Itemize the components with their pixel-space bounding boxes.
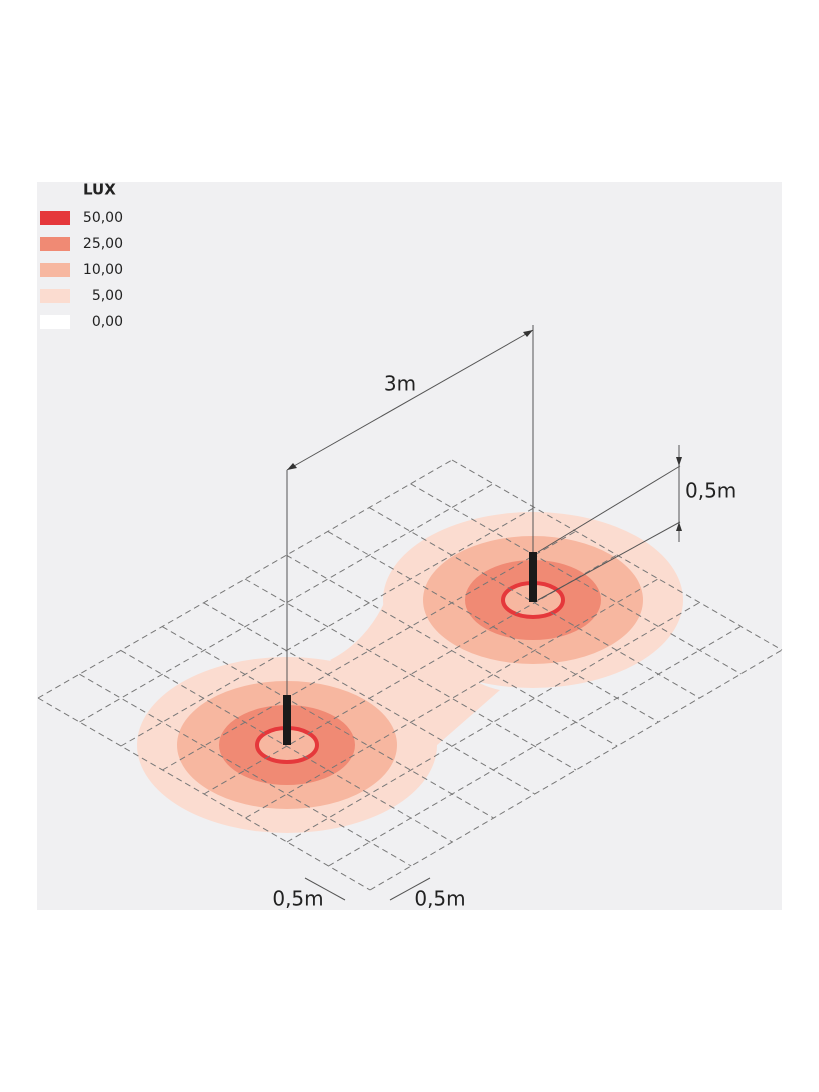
legend-label: 5,00 [92, 288, 123, 304]
grid-line [244, 578, 577, 771]
dimension-line [537, 521, 681, 601]
legend-label: 0,00 [92, 314, 123, 330]
legend-swatch [40, 289, 70, 303]
dimension-line [537, 465, 681, 553]
legend: LUX 50,00 25,00 10,00 5,00 0,00 [40, 181, 123, 330]
dimension-line [286, 329, 534, 471]
legend-label: 10,00 [83, 262, 123, 278]
dimension-label: 3m [384, 372, 416, 396]
panel [37, 182, 782, 910]
legend-swatch [40, 237, 70, 251]
grid [37, 459, 783, 891]
dimension-label: 0,5m [414, 887, 465, 911]
dimension-label: 0,5m [685, 479, 736, 503]
grid-line [79, 673, 412, 867]
bollard [283, 695, 291, 745]
contour [330, 590, 500, 760]
fixtures: 3m 0,5m 0,5m 0,5m [272, 325, 736, 911]
dimension-label: 0,5m [272, 887, 323, 911]
bollard [529, 552, 537, 602]
legend-label: 50,00 [83, 210, 123, 226]
grid-line [451, 459, 783, 651]
legend-swatch [40, 263, 70, 277]
legend-label: 25,00 [83, 236, 123, 252]
dimension-line [304, 877, 346, 901]
dimension-line [389, 877, 431, 901]
legend-swatch [40, 211, 70, 225]
legend-title: LUX [83, 181, 116, 199]
legend-swatch [40, 315, 70, 329]
grid-line [286, 554, 618, 747]
